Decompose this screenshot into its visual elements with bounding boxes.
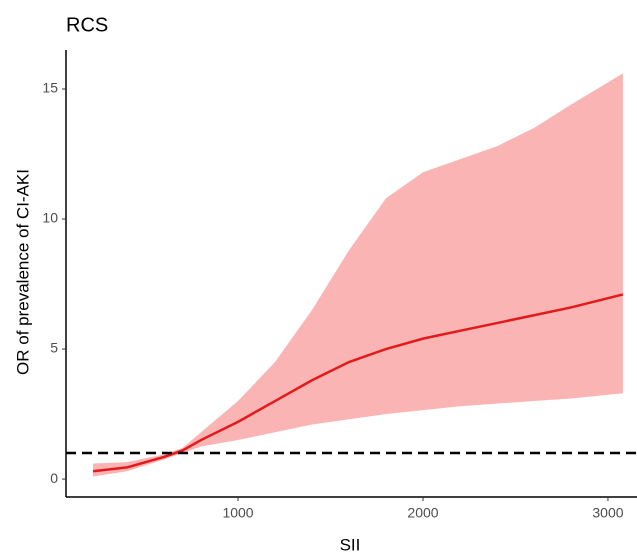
y-tick-label: 10: [42, 210, 58, 226]
line: [92, 293, 624, 473]
x-tick-label: 2000: [407, 505, 438, 521]
confidence-band: [93, 73, 623, 477]
x-axis-label: SII: [340, 535, 361, 554]
x-tick-label: 1000: [222, 505, 253, 521]
y-tick-label: 0: [50, 470, 58, 486]
x-tick-label: 3000: [592, 505, 623, 521]
y-tick-label: 5: [50, 340, 58, 356]
y-tick-label: 15: [42, 80, 58, 96]
chart-title: RCS: [66, 14, 108, 36]
y-axis-label: OR of prevalence of CI-AKI: [13, 169, 32, 375]
